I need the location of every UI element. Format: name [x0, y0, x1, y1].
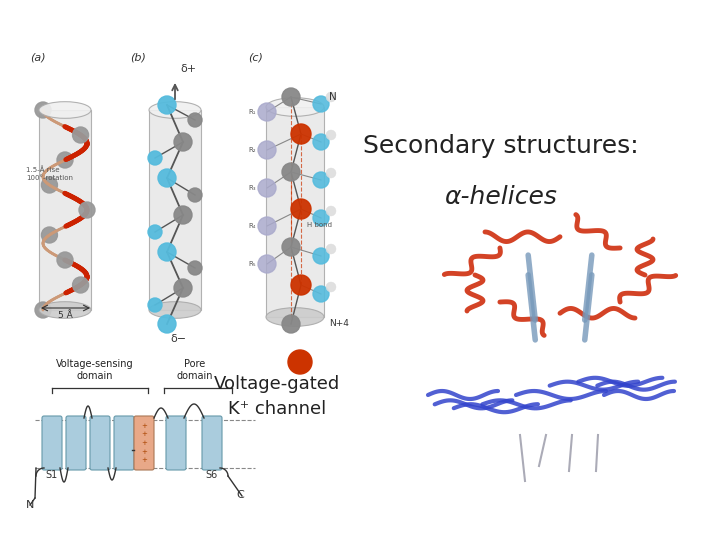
- Circle shape: [35, 102, 51, 118]
- Text: R₁: R₁: [248, 109, 256, 115]
- FancyBboxPatch shape: [166, 416, 186, 470]
- Bar: [266, 107, 324, 317]
- Ellipse shape: [39, 302, 91, 318]
- Text: R₅: R₅: [248, 261, 256, 267]
- Text: N+4: N+4: [329, 320, 349, 328]
- Circle shape: [288, 350, 312, 374]
- Text: δ−: δ−: [170, 334, 186, 344]
- Text: Voltage-sensing
domain: Voltage-sensing domain: [56, 359, 134, 381]
- Circle shape: [148, 298, 162, 312]
- Text: R₂: R₂: [248, 147, 256, 153]
- Circle shape: [326, 130, 336, 140]
- FancyBboxPatch shape: [202, 416, 222, 470]
- Circle shape: [188, 188, 202, 202]
- FancyBboxPatch shape: [90, 416, 110, 470]
- Circle shape: [282, 163, 300, 181]
- Circle shape: [326, 244, 336, 254]
- Circle shape: [313, 248, 329, 264]
- Circle shape: [148, 225, 162, 239]
- Text: N: N: [26, 500, 34, 510]
- Ellipse shape: [149, 302, 201, 318]
- Circle shape: [174, 279, 192, 297]
- Circle shape: [282, 88, 300, 106]
- Circle shape: [326, 168, 336, 178]
- Circle shape: [158, 243, 176, 261]
- Circle shape: [42, 177, 58, 193]
- Text: 1.5-Å rise
100°-rotation: 1.5-Å rise 100°-rotation: [26, 167, 73, 181]
- Circle shape: [291, 199, 311, 219]
- Circle shape: [313, 96, 329, 112]
- Circle shape: [57, 252, 73, 268]
- Circle shape: [42, 227, 58, 243]
- Circle shape: [291, 124, 311, 144]
- Text: Secondary structures:: Secondary structures:: [363, 134, 638, 158]
- Circle shape: [313, 210, 329, 226]
- Circle shape: [291, 275, 311, 295]
- Circle shape: [326, 92, 336, 102]
- Circle shape: [258, 103, 276, 121]
- Text: S6: S6: [206, 470, 218, 480]
- Text: +: +: [141, 423, 147, 429]
- Circle shape: [158, 169, 176, 187]
- Circle shape: [258, 179, 276, 197]
- Text: S1: S1: [46, 470, 58, 480]
- Circle shape: [326, 282, 336, 292]
- Circle shape: [313, 172, 329, 188]
- FancyBboxPatch shape: [42, 416, 62, 470]
- Circle shape: [258, 217, 276, 235]
- Circle shape: [57, 152, 73, 168]
- FancyBboxPatch shape: [66, 416, 86, 470]
- Text: +: +: [141, 431, 147, 437]
- Circle shape: [148, 151, 162, 165]
- Text: 5 Å: 5 Å: [58, 311, 73, 320]
- Text: Voltage-gated
K⁺ channel: Voltage-gated K⁺ channel: [214, 375, 341, 418]
- Ellipse shape: [266, 308, 324, 326]
- Circle shape: [282, 238, 300, 256]
- Text: H bond: H bond: [307, 222, 332, 228]
- Text: (b): (b): [130, 52, 146, 62]
- Circle shape: [174, 206, 192, 224]
- Circle shape: [258, 141, 276, 159]
- FancyBboxPatch shape: [114, 416, 134, 470]
- Circle shape: [35, 302, 51, 318]
- Text: N: N: [329, 92, 337, 102]
- FancyBboxPatch shape: [134, 416, 154, 470]
- Circle shape: [258, 255, 276, 273]
- Circle shape: [188, 113, 202, 127]
- Circle shape: [174, 133, 192, 151]
- Circle shape: [73, 277, 89, 293]
- Bar: [39, 110, 91, 310]
- Ellipse shape: [149, 102, 201, 118]
- Text: Pore
domain: Pore domain: [176, 359, 213, 381]
- Text: (a): (a): [30, 52, 45, 62]
- Circle shape: [188, 261, 202, 275]
- Text: α‐helices: α‐helices: [444, 185, 557, 209]
- Circle shape: [313, 134, 329, 150]
- Circle shape: [313, 286, 329, 302]
- Circle shape: [79, 202, 95, 218]
- Ellipse shape: [39, 102, 91, 118]
- Circle shape: [282, 315, 300, 333]
- Circle shape: [326, 206, 336, 216]
- Text: δ+: δ+: [180, 64, 196, 74]
- Text: +: +: [141, 440, 147, 446]
- Text: +: +: [141, 449, 147, 455]
- Ellipse shape: [266, 98, 324, 116]
- Text: R₃: R₃: [248, 185, 256, 191]
- Text: (c): (c): [248, 52, 263, 62]
- Circle shape: [158, 315, 176, 333]
- Circle shape: [158, 96, 176, 114]
- Bar: [149, 110, 201, 310]
- Text: R₄: R₄: [248, 223, 256, 229]
- Circle shape: [73, 127, 89, 143]
- Text: C: C: [236, 490, 244, 500]
- Text: +: +: [141, 457, 147, 463]
